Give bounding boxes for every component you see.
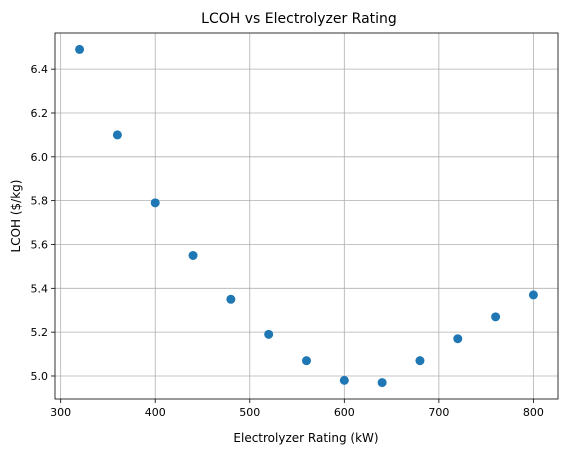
data-point	[150, 198, 160, 208]
plot-frame	[54, 32, 559, 400]
x-axis-ticks: 300 400 500 600 700 800	[50, 399, 544, 419]
x-tick-label: 600	[334, 406, 355, 419]
y-tick-label: 6.2	[31, 107, 49, 120]
data-point	[112, 130, 122, 140]
data-point	[453, 334, 463, 344]
x-tick-label: 800	[523, 406, 544, 419]
y-axis-label: LCOH ($/kg)	[9, 180, 23, 253]
x-tick-label: 500	[239, 406, 260, 419]
data-point	[264, 329, 274, 339]
y-tick-label: 6.4	[31, 63, 49, 76]
data-point	[377, 378, 387, 388]
y-tick-label: 5.0	[31, 370, 49, 383]
data-point	[75, 44, 85, 54]
data-point	[339, 375, 349, 385]
y-tick-label: 5.8	[31, 195, 49, 208]
data-point	[302, 356, 311, 366]
data-point	[415, 356, 425, 366]
data-point	[528, 290, 538, 300]
x-tick-label: 400	[145, 406, 166, 419]
chart-title: LCOH vs Electrolyzer Rating	[201, 11, 397, 27]
x-tick-label: 300	[50, 406, 71, 419]
data-points	[75, 44, 538, 388]
y-axis-ticks: 5.0 5.2 5.4 5.6 5.8 6.0 6.2 6.4	[31, 63, 55, 383]
data-point	[491, 312, 501, 322]
x-tick-label: 700	[428, 406, 449, 419]
y-tick-label: 5.2	[31, 326, 49, 339]
y-tick-label: 5.4	[31, 282, 49, 295]
data-point	[226, 294, 236, 304]
grid-lines	[55, 33, 558, 399]
y-tick-label: 6.0	[31, 151, 49, 164]
data-point	[188, 250, 198, 260]
y-tick-label: 5.6	[31, 238, 49, 251]
x-axis-label: Electrolyzer Rating (kW)	[233, 431, 378, 445]
